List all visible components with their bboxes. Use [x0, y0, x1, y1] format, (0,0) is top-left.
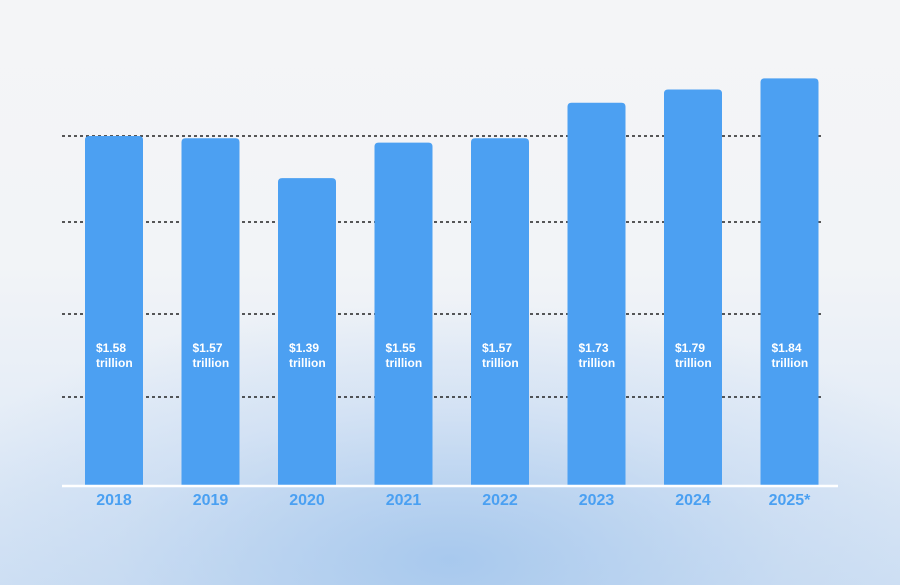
bar-2020 — [278, 178, 336, 486]
bar-unit-label: trillion — [482, 356, 519, 370]
x-tick-label-2020: 2020 — [289, 492, 325, 509]
bar-value-label: $1.84 — [772, 341, 802, 355]
bar-2025 — [760, 78, 819, 486]
bar-2018 — [85, 136, 143, 486]
bar-value-label: $1.79 — [675, 341, 705, 355]
x-tick-label-2024: 2024 — [675, 492, 711, 509]
bar-value-label: $1.57 — [193, 341, 223, 355]
bar-unit-label: trillion — [386, 356, 423, 370]
x-tick-label-2022: 2022 — [482, 492, 518, 509]
x-tick-label-2018: 2018 — [96, 492, 132, 509]
x-tick-label-2023: 2023 — [579, 492, 615, 509]
bar-labels: $1.58trillion$1.57trillion$1.39trillion$… — [96, 341, 808, 370]
bars — [85, 78, 819, 486]
x-tick-label-2021: 2021 — [386, 492, 422, 509]
x-axis-tick-labels: 2018 2019 2020 2021 2022 2023 2024 2025* — [96, 492, 811, 509]
bar-2022 — [471, 138, 529, 486]
bar-value-label: $1.55 — [386, 341, 416, 355]
bar-value-label: $1.58 — [96, 341, 126, 355]
x-tick-label-2025: 2025* — [769, 492, 812, 509]
bar-unit-label: trillion — [675, 356, 712, 370]
bar-unit-label: trillion — [772, 356, 809, 370]
bar-value-label: $1.73 — [579, 341, 609, 355]
bar-2019 — [181, 138, 240, 486]
x-tick-label-2019: 2019 — [193, 492, 229, 509]
bar-2024 — [664, 89, 722, 486]
bar-value-label: $1.57 — [482, 341, 512, 355]
bar-value-label: $1.39 — [289, 341, 319, 355]
bar-unit-label: trillion — [579, 356, 616, 370]
bar-unit-label: trillion — [96, 356, 133, 370]
bar-unit-label: trillion — [289, 356, 326, 370]
bar-2021 — [374, 142, 433, 486]
bar-2023 — [567, 102, 626, 486]
bar-unit-label: trillion — [193, 356, 230, 370]
